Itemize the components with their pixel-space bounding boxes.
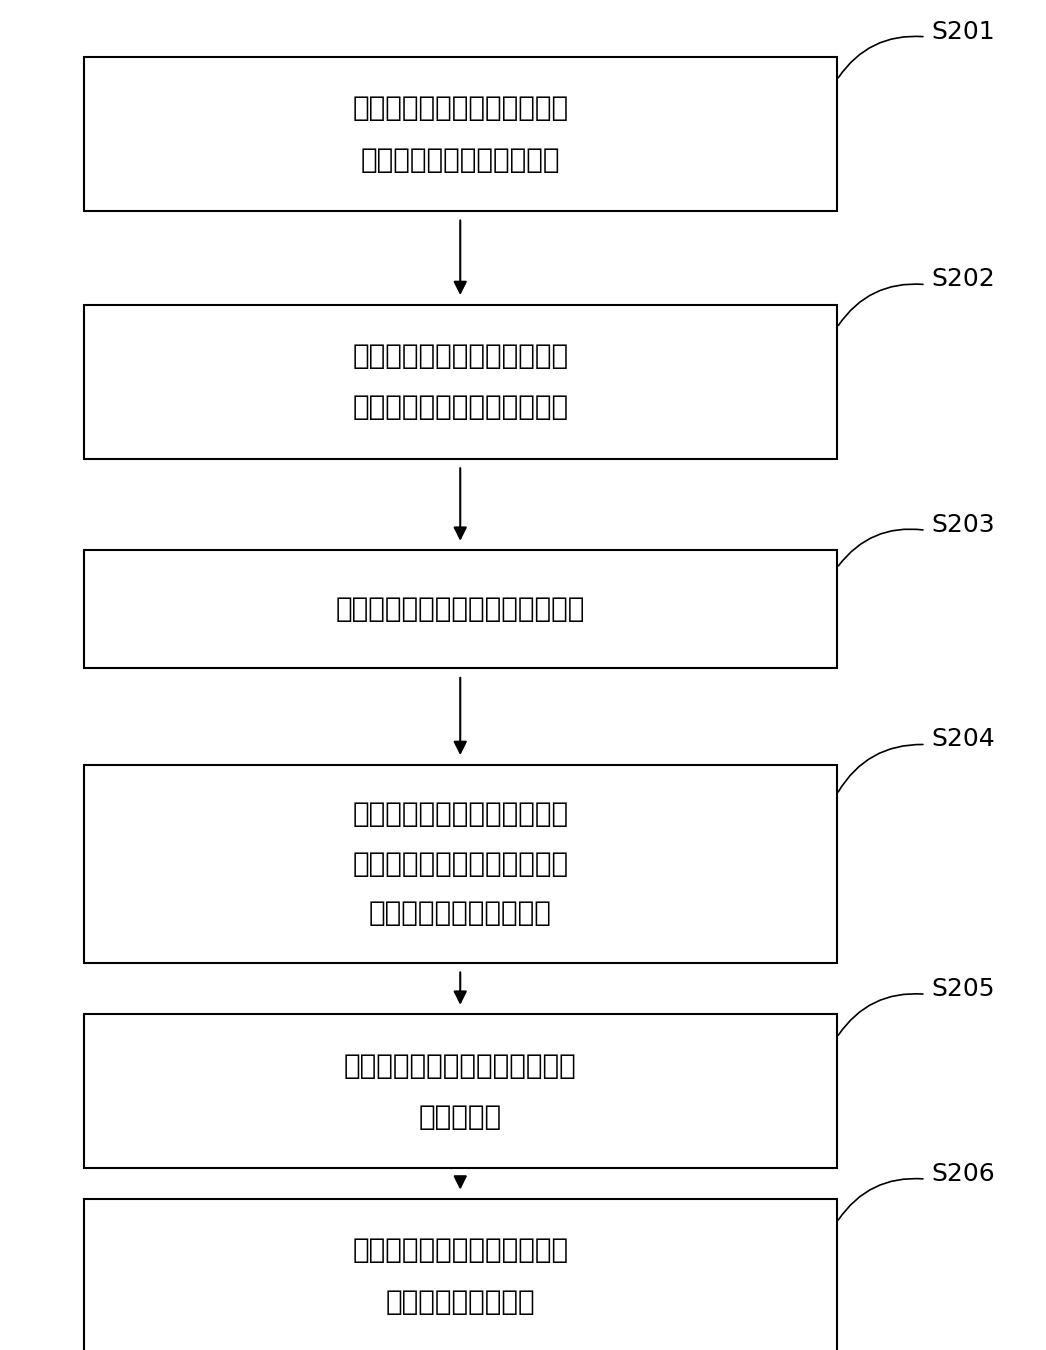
Text: S205: S205 — [931, 977, 995, 1000]
FancyBboxPatch shape — [84, 551, 837, 668]
Text: S206: S206 — [931, 1162, 995, 1185]
FancyBboxPatch shape — [84, 305, 837, 459]
Text: 构建考虑压缩空气储能的鲁棒: 构建考虑压缩空气储能的鲁棒 — [353, 1237, 568, 1265]
Text: 根据历史数据对风电出力进行: 根据历史数据对风电出力进行 — [353, 95, 568, 123]
Text: 启停机约束: 启停机约束 — [418, 1103, 502, 1131]
FancyBboxPatch shape — [84, 1014, 837, 1168]
FancyBboxPatch shape — [84, 57, 837, 211]
Text: 爬坡约束、线路潮流约束: 爬坡约束、线路潮流约束 — [369, 899, 551, 927]
Text: 设置火电机组的出力约束、最小: 设置火电机组的出力约束、最小 — [344, 1052, 576, 1080]
Text: S203: S203 — [931, 513, 995, 537]
Text: 设置电力系统每个时段需满足: 设置电力系统每个时段需满足 — [353, 801, 568, 828]
Text: 机组组合模型并求解: 机组组合模型并求解 — [385, 1288, 536, 1316]
Text: S204: S204 — [931, 728, 995, 751]
Text: 段的出力约束和储能能量约束: 段的出力约束和储能能量约束 — [353, 393, 568, 421]
Text: 设置压缩空气储能系统每个时: 设置压缩空气储能系统每个时 — [353, 342, 568, 370]
Text: 预测，构建风电不确定集合: 预测，构建风电不确定集合 — [361, 146, 560, 174]
Text: 的功率平衡约束、备用约束、: 的功率平衡约束、备用约束、 — [353, 849, 568, 878]
Text: 设置电力系统最小化成本目标函数: 设置电力系统最小化成本目标函数 — [336, 595, 585, 624]
FancyBboxPatch shape — [84, 764, 837, 963]
FancyBboxPatch shape — [84, 1199, 837, 1350]
Text: S202: S202 — [931, 267, 995, 292]
Text: S201: S201 — [931, 19, 995, 43]
